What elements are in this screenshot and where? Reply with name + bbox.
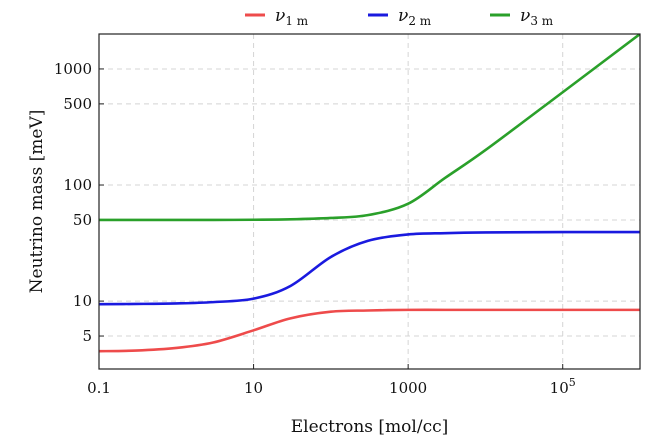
y-tick-label: 100 [63,176,92,194]
y-tick-label: 10 [73,292,92,310]
x-axis-label: Electrons [mol/cc] [291,417,449,437]
legend: ν1 m ν2 m ν3 m [245,6,554,28]
x-tick-label: 10 [244,379,263,397]
x-tick-label: 105 [550,376,576,397]
legend-label: ν1 m [275,6,309,28]
series-line-3 [99,34,640,222]
x-tick-labels: 0.1 10 1000 105 [87,376,576,397]
x-tick-label: 1000 [389,379,427,397]
y-tick-label: 1000 [54,60,92,78]
y-tick-labels: 5 10 50 100 500 1000 [54,60,92,345]
legend-label: ν3 m [520,6,554,28]
plot-frame [98,33,641,370]
plot-series [99,34,640,353]
y-tick-label: 500 [63,95,92,113]
x-tick-label: 0.1 [87,379,111,397]
y-tick-label: 50 [73,211,92,229]
y-axis-label: Neutrino mass [meV] [27,110,47,294]
series-line-2 [99,230,640,306]
series-line-1 [99,308,640,353]
legend-label: ν2 m [398,6,432,28]
grid [98,34,640,369]
y-tick-label: 5 [82,327,92,345]
